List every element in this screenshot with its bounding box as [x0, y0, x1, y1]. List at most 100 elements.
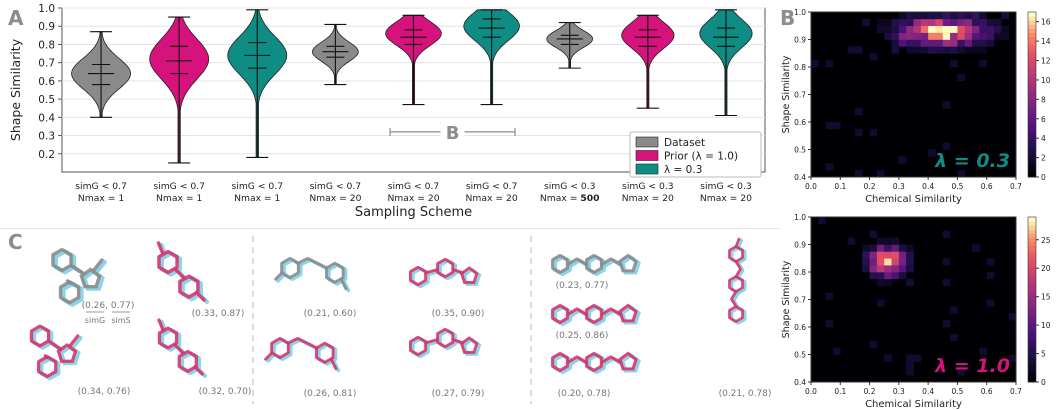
heatmap-cell [876, 272, 885, 280]
heatmap-cell [891, 251, 900, 259]
colorbar-segment [1028, 90, 1036, 95]
generated-ring [551, 253, 569, 275]
heatmap-cell [891, 258, 900, 266]
generated-bond [451, 268, 465, 275]
x-tick-label-line2: Nmax = 1 [78, 193, 124, 204]
x-tick-label: 0.0 [805, 387, 817, 396]
y-tick-label: 0.9 [794, 36, 806, 45]
colorbar-segment [1028, 373, 1036, 379]
colorbar-frame [1027, 216, 1037, 383]
heatmap-cell [869, 340, 878, 348]
x-tick-label: 0.1 [834, 387, 846, 396]
heatmap-cell [950, 12, 958, 20]
score-label: (0.23, 0.77) [556, 281, 609, 291]
heatmap-cell [906, 258, 914, 266]
x-tick-label-line1: simG < 0.7 [310, 181, 362, 192]
legend-label: Dataset [664, 137, 705, 149]
heatmap-cell [913, 39, 922, 47]
heatmap-cell [957, 39, 966, 47]
colorbar-segment [1028, 258, 1036, 263]
heatmap-cell [972, 46, 980, 54]
score-label: (0.25, 0.86) [556, 331, 609, 341]
heatmap-cell [891, 32, 900, 40]
colorbar-segment [1028, 336, 1036, 342]
generated-ring [551, 351, 569, 373]
colorbar-tick-label: 15 [1041, 293, 1051, 302]
colorbar-segment [1028, 135, 1036, 141]
heatmap-cell [884, 32, 892, 40]
generated-bond [600, 307, 622, 316]
y-tick-label: 0.5 [794, 351, 806, 360]
colorbar-segment [1028, 357, 1036, 362]
y-tick-label: 0.9 [38, 21, 55, 33]
heatmap-cell [935, 32, 944, 40]
legend-swatch [635, 150, 659, 161]
heatmap-cell [957, 32, 966, 40]
heatmap-cell [972, 25, 980, 33]
colorbar-segment [1028, 295, 1036, 300]
generated-bond [339, 277, 348, 291]
colorbar-segment [1028, 78, 1036, 83]
y-tick-label: 0.7 [38, 58, 55, 70]
heatmap-cell [957, 170, 966, 178]
y-tick-label: 0.4 [794, 378, 806, 387]
colorbar-segment [1028, 73, 1036, 79]
colorbar-segment [1028, 278, 1036, 284]
heatmap-cell [935, 25, 944, 33]
heatmap-cell [876, 244, 885, 252]
heatmap-cell [942, 320, 951, 328]
heatmap-cell [906, 18, 914, 27]
colorbar-segment [1028, 106, 1036, 112]
bracket-bg [440, 121, 465, 142]
colorbar-segment [1028, 115, 1036, 120]
heatmap-cell [979, 347, 988, 355]
colorbar-segment [1028, 53, 1036, 58]
molecule-overlay [157, 318, 207, 378]
generated-bond [424, 338, 439, 345]
x-tick-label: 0.5 [951, 387, 963, 396]
reference-ring [39, 356, 61, 381]
heatmap-cell [986, 258, 995, 266]
heatmap-cell [957, 18, 966, 27]
generated-bond [156, 241, 165, 255]
y-tick-label: 0.6 [794, 118, 806, 127]
colorbar-segment [1028, 369, 1036, 375]
reference-ring [159, 251, 183, 277]
heatmap-cell [898, 265, 907, 273]
molecule-overlay [156, 241, 210, 305]
panel-letter-c: C [8, 230, 23, 254]
x-tick-label-line2: Nmax = 500 [540, 193, 600, 204]
y-tick-label: 0.6 [38, 76, 55, 88]
heatmap-lambda-0-3: 0.0 0.1 0.2 0.3 0.4 0.5 0.6 0.7 0.4 0.5 0.6 0.7 0.8 0… [781, 8, 1051, 205]
generated-bond [92, 258, 104, 272]
generated-ring [178, 274, 200, 299]
heatmap-cell [825, 163, 834, 171]
heatmap-cell [1008, 313, 1017, 321]
y-axis-label: Shape Similarity [8, 38, 23, 141]
generated-ring [585, 303, 603, 325]
colorbar-tick-label: 6 [1041, 115, 1046, 124]
score-label: (0.21, 0.60) [304, 309, 357, 319]
score-label: (0.35, 0.90) [432, 309, 485, 319]
legend-label: Prior (λ = 1.0) [664, 151, 738, 163]
heatmap-cell [935, 18, 944, 27]
reference-ring [61, 281, 84, 307]
heatmap-cell [957, 73, 966, 82]
colorbar-segment [1028, 123, 1036, 128]
y-axis-label: Shape Similarity [781, 55, 792, 133]
x-tick-label-line2: Nmax = 1 [234, 193, 280, 204]
y-tick-label: 0.9 [794, 241, 806, 250]
generated-bond [566, 355, 588, 364]
heatmap-cell [950, 32, 958, 40]
legend-label: λ = 0.3 [664, 164, 702, 176]
heatmap-cell [964, 46, 973, 54]
molecule-overlay [551, 351, 641, 375]
molecule-overlay [551, 253, 641, 277]
heatmap-cell [898, 12, 907, 20]
x-axis-label: Chemical Similarity [865, 399, 962, 410]
heatmap-cell [854, 46, 863, 54]
generated-bond [600, 355, 622, 364]
x-tick-label: 0.7 [1010, 182, 1022, 191]
heatmap-cell [979, 46, 988, 54]
heatmap-cell [913, 18, 922, 27]
